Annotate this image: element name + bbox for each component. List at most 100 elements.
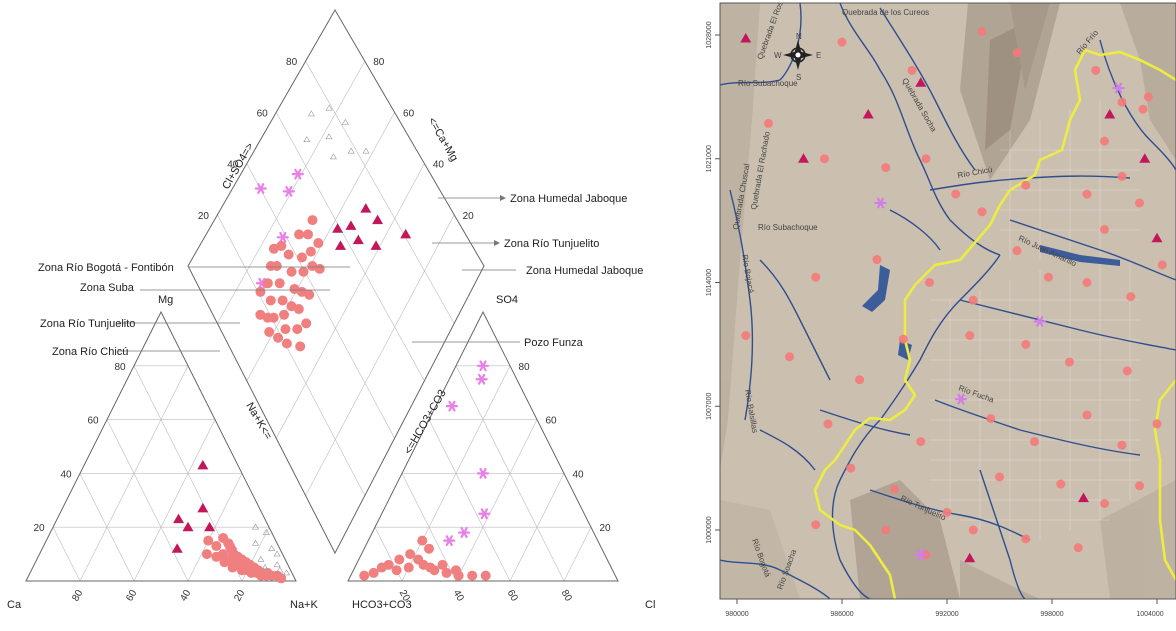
data-point xyxy=(277,295,288,306)
tick-label: 20 xyxy=(397,588,412,604)
map-sample-point xyxy=(977,207,987,217)
piper-data-points xyxy=(171,104,491,584)
data-point xyxy=(182,521,194,532)
tick-label: 80 xyxy=(373,57,385,68)
data-point xyxy=(234,559,245,570)
data-point xyxy=(226,554,237,565)
data-point xyxy=(347,147,355,154)
grid-line xyxy=(52,527,81,582)
data-point xyxy=(372,214,384,225)
map-sample-point xyxy=(1112,82,1125,94)
map-sample-point xyxy=(1012,48,1022,58)
annotation-rio-bogota-fontibon: Zona Río Bogotá - Fontibón xyxy=(38,262,174,274)
grid-line xyxy=(305,214,455,496)
grid-line xyxy=(106,419,189,582)
tick-label: 40 xyxy=(227,160,239,171)
annotation-rio-tunjuelito-2: Zona Río Tunjuelito xyxy=(40,318,135,330)
grid-line xyxy=(305,61,455,324)
data-point xyxy=(307,110,315,117)
data-point xyxy=(403,562,414,573)
data-point xyxy=(292,324,303,335)
tick-label: 20 xyxy=(198,211,210,222)
data-point xyxy=(325,133,333,140)
data-point xyxy=(368,567,379,578)
map-y-tick-label: 1000000 xyxy=(706,516,713,543)
data-point xyxy=(314,263,325,274)
data-point xyxy=(262,567,273,578)
annotation-humedal-jaboque-1: Zona Humedal Jaboque xyxy=(510,193,627,205)
map-sample-point xyxy=(968,295,978,305)
map-sample-point xyxy=(986,414,996,424)
map-sample-point xyxy=(914,549,927,561)
data-point xyxy=(197,459,209,470)
map-y-tick-label: 1028000 xyxy=(706,21,713,48)
axis-label-ca-mg: <=Ca+Mg xyxy=(425,116,460,164)
map-sample-point xyxy=(740,33,752,43)
data-point xyxy=(303,136,311,143)
data-point xyxy=(276,566,284,573)
data-point xyxy=(467,570,478,581)
data-point xyxy=(254,183,267,194)
map-sample-point xyxy=(872,255,882,265)
data-point xyxy=(273,332,284,343)
data-point xyxy=(286,266,297,277)
data-point xyxy=(255,309,266,320)
place-label: Quebrada de los Cureos xyxy=(842,8,929,17)
annotation-pozo-funza: Pozo Funza xyxy=(524,337,584,349)
data-point xyxy=(197,502,209,513)
triangle-outline xyxy=(347,310,619,582)
data-point xyxy=(291,168,304,180)
map-sample-point xyxy=(1012,246,1022,256)
data-point xyxy=(273,550,281,557)
map-sample-point xyxy=(964,552,976,563)
map-sample-point xyxy=(915,77,927,87)
data-point xyxy=(283,569,291,576)
tick-label: 60 xyxy=(124,588,139,604)
data-point xyxy=(261,563,269,570)
compass-e: E xyxy=(816,51,821,60)
map-sample-point xyxy=(1122,366,1132,376)
map-sample-point xyxy=(837,37,847,47)
data-point xyxy=(441,567,452,578)
place-label: Río Subachoque xyxy=(758,223,818,232)
map-sample-point xyxy=(1100,224,1109,234)
map-sample-point xyxy=(977,26,987,36)
data-point xyxy=(211,541,222,552)
grid-line xyxy=(455,365,565,582)
map-sample-point xyxy=(907,65,917,75)
map-coordinate-ticks: 980000 986000 992000 998000 1004000 1028000 10… xyxy=(706,21,1164,618)
map-sample-point xyxy=(995,472,1004,482)
map-sample-point xyxy=(785,352,794,362)
grid-line xyxy=(275,112,425,381)
map-x-tick-label: 992000 xyxy=(935,611,958,618)
data-point xyxy=(359,570,370,581)
data-point xyxy=(264,327,275,338)
data-point xyxy=(294,229,305,240)
data-point xyxy=(274,278,285,289)
map-sample-point xyxy=(1152,419,1162,429)
map-sample-point xyxy=(811,520,821,530)
map-sample-point xyxy=(862,109,874,119)
data-point xyxy=(304,289,315,300)
data-point xyxy=(341,118,349,125)
tick-label: 40 xyxy=(572,469,584,480)
data-point xyxy=(370,240,382,250)
data-point xyxy=(204,521,216,532)
map-terrain xyxy=(720,3,1176,599)
data-point xyxy=(329,153,337,160)
apex-label-mg: Mg xyxy=(158,294,173,306)
map-sample-point xyxy=(1078,492,1089,503)
diamond-outline xyxy=(187,9,485,555)
map-sample-point xyxy=(1117,171,1127,181)
grid-line xyxy=(563,527,592,582)
data-point xyxy=(171,543,183,553)
grid-line xyxy=(217,214,366,496)
data-point xyxy=(394,554,405,565)
tick-label: 60 xyxy=(403,108,415,119)
map-sample-point xyxy=(1100,136,1109,146)
data-point xyxy=(325,104,333,111)
data-point xyxy=(458,527,471,539)
tick-label: 40 xyxy=(451,588,466,604)
grid-line xyxy=(133,419,216,582)
data-point xyxy=(283,249,294,260)
